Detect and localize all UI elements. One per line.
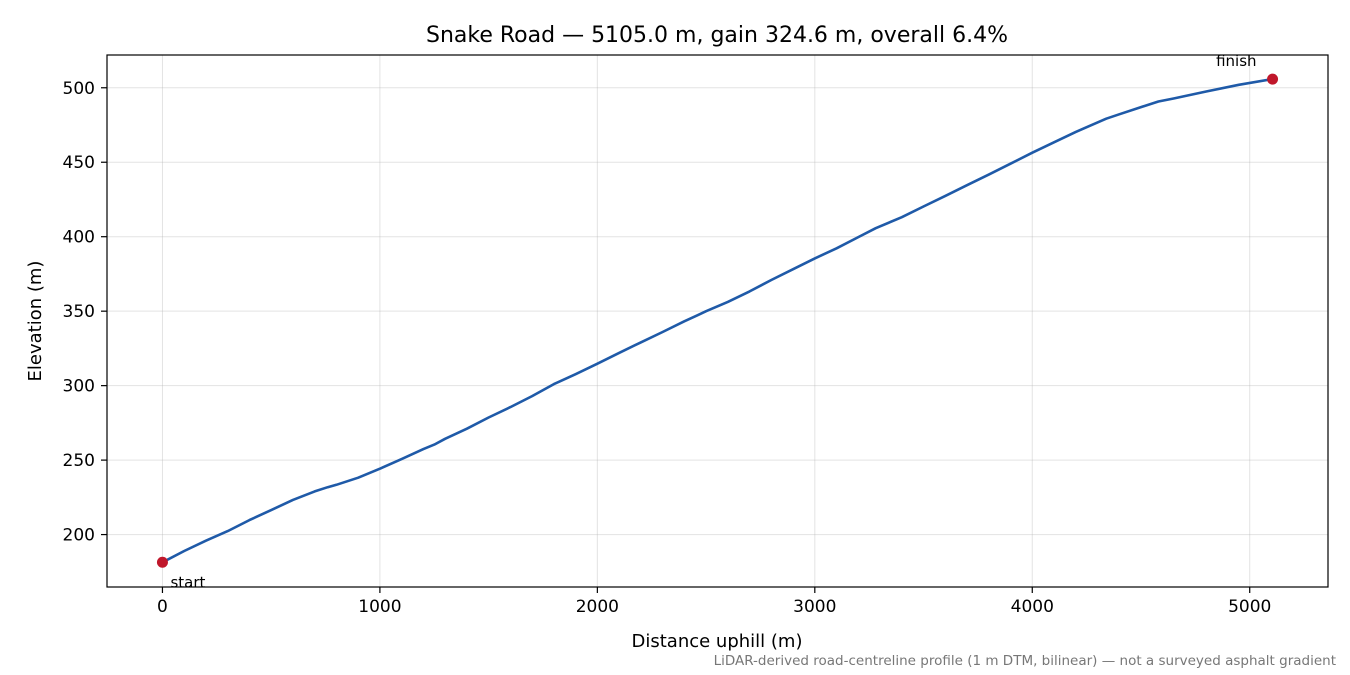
plot-area: start finish xyxy=(156,52,1279,591)
y-tick-label: 250 xyxy=(63,451,95,471)
x-axis-title: Distance uphill (m) xyxy=(632,631,803,652)
y-tick-label: 400 xyxy=(63,228,95,248)
x-tick-label: 2000 xyxy=(576,597,619,617)
x-tick-label: 3000 xyxy=(793,597,836,617)
plot-frame xyxy=(106,54,1329,588)
chart-title: Snake Road — 5105.0 m, gain 324.6 m, ove… xyxy=(426,23,1008,48)
x-tick-label: 4000 xyxy=(1011,597,1054,617)
y-tick-label: 300 xyxy=(63,377,95,397)
grid xyxy=(107,55,1328,587)
finish-marker xyxy=(1267,73,1279,85)
y-tick-label: 500 xyxy=(63,79,95,99)
y-axis-title: Elevation (m) xyxy=(25,261,46,382)
elevation-line xyxy=(161,77,1274,564)
y-tick-label: 200 xyxy=(63,526,95,546)
y-tick-label: 350 xyxy=(63,302,95,322)
x-tick-label: 5000 xyxy=(1228,597,1271,617)
start-label: start xyxy=(170,573,205,591)
finish-label: finish xyxy=(1216,52,1256,70)
start-marker xyxy=(156,556,168,568)
footnote: LiDAR-derived road-centreline profile (1… xyxy=(714,653,1336,669)
axes: 0 1000 2000 3000 4000 5000 200 250 300 350 400 450 5… xyxy=(63,79,1272,617)
x-tick-label: 1000 xyxy=(358,597,401,617)
x-tick-label: 0 xyxy=(157,597,168,617)
y-tick-label: 450 xyxy=(63,153,95,173)
